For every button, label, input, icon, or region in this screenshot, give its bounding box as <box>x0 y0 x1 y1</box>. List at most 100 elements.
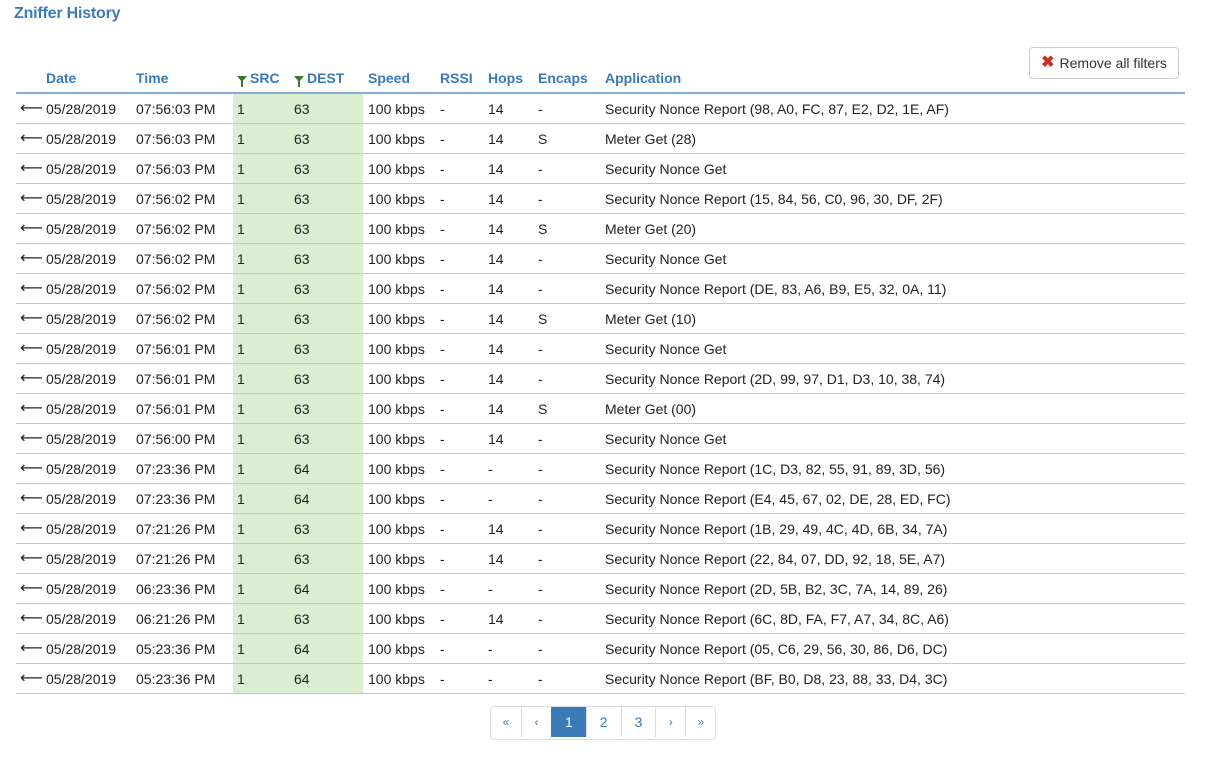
column-header-date-label: Date <box>46 70 77 86</box>
table-row[interactable]: ⟵ 05/28/2019 07:56:02 PM 1 63 100 kbps -14- Sec… <box>16 183 1185 214</box>
pagination-page-2[interactable]: 2 <box>585 707 621 737</box>
cell-application: Security Nonce Get <box>605 153 1185 184</box>
column-header-direction <box>16 56 46 94</box>
cell-application: Security Nonce Report (BF, B0, D8, 23, 8… <box>605 663 1185 694</box>
column-header-src[interactable]: SRC <box>233 56 294 94</box>
cell-speed: 100 kbps <box>363 543 440 574</box>
table-row[interactable]: ⟵ 05/28/2019 07:56:03 PM 1 63 100 kbps -14 S Met… <box>16 123 1185 154</box>
cell-dest: 64 <box>294 453 363 484</box>
pagination-last[interactable]: » <box>685 707 715 737</box>
table-row[interactable]: ⟵ 05/28/2019 07:56:02 PM 1 63 100 kbps -14 S Met… <box>16 303 1185 334</box>
arrow-left-icon: ⟵ <box>20 220 43 237</box>
pagination-first[interactable]: « <box>502 715 510 729</box>
cell-encaps: - <box>538 543 605 574</box>
cell-application: Security Nonce Report (E4, 45, 67, 02, D… <box>605 483 1185 514</box>
column-header-speed[interactable]: Speed <box>363 56 440 94</box>
cell-speed: 100 kbps <box>363 603 440 634</box>
cell-encaps: - <box>538 153 605 184</box>
cell-application: Security Nonce Report (1C, D3, 82, 55, 9… <box>605 453 1185 484</box>
table-row[interactable]: ⟵ 05/28/2019 06:23:36 PM 1 64 100 kbps - - - Secu… <box>16 573 1185 604</box>
column-header-encaps[interactable]: Encaps <box>538 56 605 94</box>
cell-rssi: - <box>440 453 488 484</box>
table-row[interactable]: ⟵ 05/28/2019 07:56:02 PM 1 63 100 kbps -14 S Met… <box>16 213 1185 244</box>
table-row[interactable]: ⟵ 05/28/2019 07:56:03 PM 1 63 100 kbps -14- Sec… <box>16 93 1185 124</box>
table-row[interactable]: ⟵ 05/28/2019 07:56:00 PM 1 63 100 kbps -14- Sec… <box>16 423 1185 454</box>
table-row[interactable]: ⟵ 05/28/2019 07:56:02 PM 1 63 100 kbps -14- Sec… <box>16 243 1185 274</box>
filter-icon[interactable] <box>237 76 247 87</box>
cell-date: 05/28/2019 <box>46 153 136 184</box>
cell-time: 07:56:01 PM <box>136 393 233 424</box>
cell-rssi: - <box>440 663 488 694</box>
cell-hops: 14 <box>488 123 538 154</box>
arrow-left-icon: ⟵ <box>20 130 43 147</box>
cell-speed: 100 kbps <box>363 273 440 304</box>
column-header-date[interactable]: Date <box>46 56 136 94</box>
cell-encaps: - <box>538 513 605 544</box>
cell-rssi: - <box>440 573 488 604</box>
arrow-left-icon: ⟵ <box>20 670 43 687</box>
cell-encaps: S <box>538 213 605 244</box>
cell-time: 05:23:36 PM <box>136 633 233 664</box>
cell-hops: 14 <box>488 363 538 394</box>
cell-direction: ⟵ <box>16 213 46 244</box>
table-row[interactable]: ⟵ 05/28/2019 07:56:01 PM 1 63 100 kbps -14- Sec… <box>16 333 1185 364</box>
cell-date: 05/28/2019 <box>46 573 136 604</box>
table-row[interactable]: ⟵ 05/28/2019 07:56:01 PM 1 63 100 kbps -14 S Met… <box>16 393 1185 424</box>
pagination-page-1[interactable]: 1 <box>551 707 586 737</box>
cell-rssi: - <box>440 123 488 154</box>
cell-rssi: - <box>440 183 488 214</box>
cell-time: 07:56:02 PM <box>136 183 233 214</box>
cell-hops: - <box>488 573 538 604</box>
cell-application: Meter Get (00) <box>605 393 1185 424</box>
cell-time: 07:23:36 PM <box>136 483 233 514</box>
cell-direction: ⟵ <box>16 183 46 214</box>
table-row[interactable]: ⟵ 05/28/2019 07:21:26 PM 1 63 100 kbps -14- Sec… <box>16 543 1185 574</box>
cell-hops: 14 <box>488 273 538 304</box>
cell-application: Security Nonce Report (2D, 5B, B2, 3C, 7… <box>605 573 1185 604</box>
cell-hops: 14 <box>488 513 538 544</box>
table-row[interactable]: ⟵ 05/28/2019 07:56:02 PM 1 63 100 kbps -14- Sec… <box>16 273 1185 304</box>
cell-encaps: - <box>538 483 605 514</box>
cell-src: 1 <box>233 423 294 454</box>
column-header-dest[interactable]: DEST <box>294 56 363 94</box>
cell-time: 07:23:36 PM <box>136 453 233 484</box>
cell-dest: 63 <box>294 393 363 424</box>
cell-rssi: - <box>440 603 488 634</box>
column-header-rssi[interactable]: RSSI <box>440 56 488 94</box>
cell-direction: ⟵ <box>16 153 46 184</box>
cell-dest: 63 <box>294 123 363 154</box>
cell-speed: 100 kbps <box>363 483 440 514</box>
cell-direction: ⟵ <box>16 543 46 574</box>
table-row[interactable]: ⟵ 05/28/2019 07:56:03 PM 1 63 100 kbps -14- Sec… <box>16 153 1185 184</box>
table-row[interactable]: ⟵ 05/28/2019 07:21:26 PM 1 63 100 kbps -14- Sec… <box>16 513 1185 544</box>
arrow-left-icon: ⟵ <box>20 430 43 447</box>
table-row[interactable]: ⟵ 05/28/2019 07:23:36 PM 1 64 100 kbps - - - Secu… <box>16 483 1185 514</box>
arrow-left-icon: ⟵ <box>20 460 43 477</box>
pagination-next[interactable]: › <box>655 707 685 737</box>
cell-hops: - <box>488 483 538 514</box>
arrow-left-icon: ⟵ <box>20 370 43 387</box>
table-row[interactable]: ⟵ 05/28/2019 07:23:36 PM 1 64 100 kbps - - - Secu… <box>16 453 1185 484</box>
cell-date: 05/28/2019 <box>46 423 136 454</box>
table-row[interactable]: ⟵ 05/28/2019 05:23:36 PM 1 64 100 kbps - - - Secu… <box>16 663 1185 694</box>
filter-icon[interactable] <box>294 76 304 87</box>
cell-encaps: S <box>538 123 605 154</box>
cell-src: 1 <box>233 603 294 634</box>
table-row[interactable]: ⟵ 05/28/2019 06:21:26 PM 1 63 100 kbps -14- Sec… <box>16 603 1185 634</box>
cell-date: 05/28/2019 <box>46 363 136 394</box>
column-header-time[interactable]: Time <box>136 56 233 94</box>
cell-dest: 63 <box>294 273 363 304</box>
column-header-hops[interactable]: Hops <box>488 56 538 94</box>
table-row[interactable]: ⟵ 05/28/2019 07:56:01 PM 1 63 100 kbps -14- Sec… <box>16 363 1185 394</box>
arrow-left-icon: ⟵ <box>20 400 43 417</box>
pagination-page-3[interactable]: 3 <box>620 707 656 737</box>
column-header-application[interactable]: Application <box>605 56 1185 94</box>
cell-direction: ⟵ <box>16 633 46 664</box>
table-row[interactable]: ⟵ 05/28/2019 05:23:36 PM 1 64 100 kbps - - - Secu… <box>16 633 1185 664</box>
cell-speed: 100 kbps <box>363 663 440 694</box>
cell-time: 05:23:36 PM <box>136 663 233 694</box>
cell-dest: 63 <box>294 363 363 394</box>
cell-hops: 14 <box>488 603 538 634</box>
pagination-prev[interactable]: ‹ <box>521 707 551 737</box>
cell-encaps: - <box>538 663 605 694</box>
